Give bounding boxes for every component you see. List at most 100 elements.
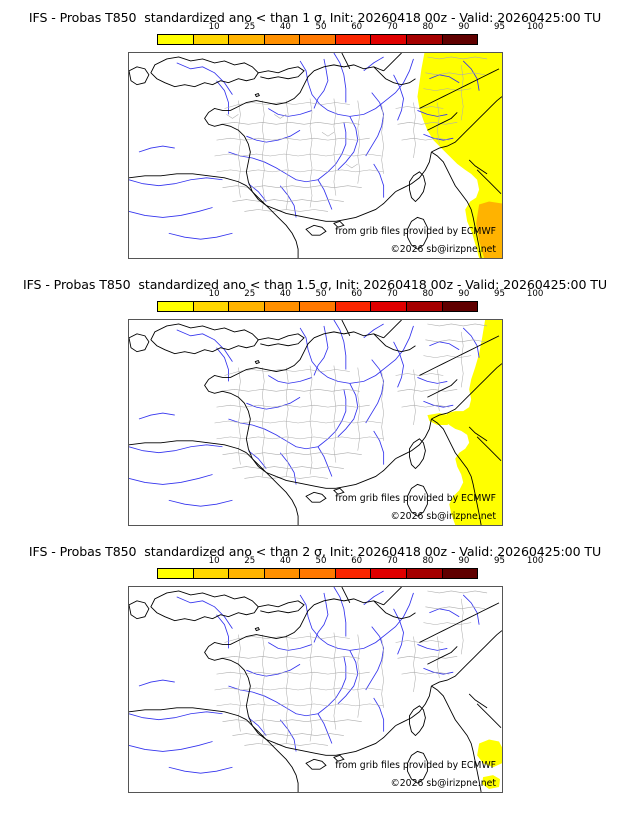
colorbar-tick-100: 100: [526, 556, 544, 566]
colorbar-tick-80: 80: [422, 556, 434, 566]
colorbar-tick-40: 40: [279, 22, 291, 32]
rivers-layer-1: [129, 53, 480, 240]
forecast-map-2[interactable]: from grib files provided by ECMWF ©2026 …: [128, 319, 503, 526]
colorbar-3: 10 25 40 50 60 70 80 90 95 100: [157, 555, 544, 581]
panel-title-threshold-3: < than 2 σ,: [255, 544, 326, 559]
colorbar-tick-80: 80: [422, 289, 434, 299]
panel-title-threshold-2: < than 1.5 σ,: [249, 277, 332, 292]
forecast-map-1[interactable]: from grib files provided by ECMWF ©2026 …: [128, 52, 503, 259]
coastline-layer-1: [129, 53, 502, 258]
colorbar-tick-80: 80: [422, 22, 434, 32]
map-canvas-2: [129, 320, 502, 525]
shaded-region-orange-1: [476, 201, 502, 258]
colorbar-tick-60: 60: [351, 22, 363, 32]
colorbar-band-6: [371, 35, 407, 44]
shaded-region-yellow-3: [477, 739, 502, 768]
colorbar-band-4: [300, 569, 336, 578]
shading-layer-1: [417, 53, 502, 258]
colorbar-tick-60: 60: [351, 556, 363, 566]
panel-title-1: IFS - Probas T850 standardized ano < tha…: [0, 10, 630, 25]
ecmwf-credit-1: from grib files provided by ECMWF: [335, 226, 496, 237]
ecmwf-credit-2: from grib files provided by ECMWF: [335, 493, 496, 504]
panel-title-field-1: standardized ano: [144, 10, 252, 25]
panel-title-field-3: standardized ano: [144, 544, 252, 559]
panel-title-model-3: IFS - Probas T850: [28, 544, 137, 559]
colorbar-band-2: [229, 302, 265, 311]
shading-layer-2: [427, 320, 502, 525]
colorbar-tick-70: 70: [386, 289, 398, 299]
shaded-region-yellow-2b: [427, 413, 454, 425]
colorbar-band-2: [229, 35, 265, 44]
colorbar-band-0: [158, 302, 194, 311]
colorbar-1: 10 25 40 50 60 70 80 90 95 100: [157, 21, 544, 47]
copyright-credit-1: ©2026 sb@irizpne.net: [390, 244, 496, 255]
copyright-credit-3: ©2026 sb@irizpne.net: [390, 778, 496, 789]
colorbar-tick-95: 95: [494, 289, 505, 299]
panel-title-init-3: Init: 20260418 00z: [329, 544, 448, 559]
panel-title-valid-2: - Valid: 20260425:00 TU: [456, 277, 607, 292]
forecast-panel-3: IFS - Probas T850 standardized ano < tha…: [0, 534, 630, 801]
colorbar-tick-60: 60: [351, 289, 363, 299]
coastline-layer-2: [129, 320, 502, 525]
colorbar-band-6: [371, 569, 407, 578]
colorbar-band-3: [264, 35, 301, 44]
copyright-credit-2: ©2026 sb@irizpne.net: [390, 511, 496, 522]
colorbar-tick-95: 95: [494, 556, 505, 566]
colorbar-band-7: [406, 35, 443, 44]
panel-title-init-1: Init: 20260418 00z: [329, 10, 448, 25]
colorbar-band-7: [406, 569, 443, 578]
panel-title-2: IFS - Probas T850 standardized ano < tha…: [0, 277, 630, 292]
forecast-panel-2: IFS - Probas T850 standardized ano < tha…: [0, 267, 630, 534]
colorbar-ticks-2: 10 25 40 50 60 70 80 90 95 100: [157, 288, 544, 300]
colorbar-tick-90: 90: [458, 22, 470, 32]
colorbar-gradient-2: [157, 301, 478, 312]
map-canvas-3: [129, 587, 502, 792]
colorbar-gradient-3: [157, 568, 478, 579]
colorbar-band-0: [158, 35, 194, 44]
coastline-layer-3: [129, 587, 502, 792]
colorbar-band-4: [300, 35, 336, 44]
ecmwf-credit-3: from grib files provided by ECMWF: [335, 760, 496, 771]
colorbar-band-0: [158, 569, 194, 578]
colorbar-gradient-1: [157, 34, 478, 45]
colorbar-tick-10: 10: [208, 289, 220, 299]
colorbar-tick-50: 50: [315, 289, 327, 299]
colorbar-ticks-3: 10 25 40 50 60 70 80 90 95 100: [157, 555, 544, 567]
colorbar-band-1: [193, 35, 230, 44]
shaded-region-yellow-3b: [482, 775, 501, 790]
colorbar-band-1: [193, 302, 230, 311]
forecast-map-3[interactable]: from grib files provided by ECMWF ©2026 …: [128, 586, 503, 793]
colorbar-band-1: [193, 569, 230, 578]
panel-title-3: IFS - Probas T850 standardized ano < tha…: [0, 544, 630, 559]
colorbar-tick-50: 50: [315, 556, 327, 566]
panel-title-threshold-1: < than 1 σ,: [255, 10, 326, 25]
colorbar-tick-40: 40: [279, 556, 291, 566]
colorbar-band-6: [371, 302, 407, 311]
panel-title-valid-3: - Valid: 20260425:00 TU: [450, 544, 602, 559]
shaded-region-yellow-2: [445, 320, 502, 525]
colorbar-band-8: [442, 35, 478, 44]
rivers-layer-3: [129, 587, 480, 774]
admin-boundaries-layer-3: [214, 590, 488, 746]
colorbar-tick-50: 50: [315, 22, 327, 32]
colorbar-band-5: [335, 35, 372, 44]
colorbar-band-7: [406, 302, 443, 311]
colorbar-tick-70: 70: [386, 556, 398, 566]
colorbar-2: 10 25 40 50 60 70 80 90 95 100: [157, 288, 544, 314]
colorbar-tick-70: 70: [386, 22, 398, 32]
colorbar-tick-95: 95: [494, 22, 505, 32]
colorbar-tick-90: 90: [458, 289, 470, 299]
colorbar-tick-100: 100: [526, 289, 544, 299]
colorbar-tick-25: 25: [244, 556, 256, 566]
colorbar-ticks-1: 10 25 40 50 60 70 80 90 95 100: [157, 21, 544, 33]
colorbar-band-3: [264, 302, 301, 311]
panel-title-valid-1: - Valid: 20260425:00 TU: [450, 10, 602, 25]
colorbar-band-2: [229, 569, 265, 578]
panel-title-model-2: IFS - Probas T850: [23, 277, 131, 292]
forecast-panel-1: IFS - Probas T850 standardized ano < tha…: [0, 0, 630, 267]
admin-boundaries-layer-1: [214, 56, 488, 212]
colorbar-tick-100: 100: [526, 22, 544, 32]
panel-title-init-2: Init: 20260418 00z: [335, 277, 453, 292]
map-background: [129, 587, 502, 792]
